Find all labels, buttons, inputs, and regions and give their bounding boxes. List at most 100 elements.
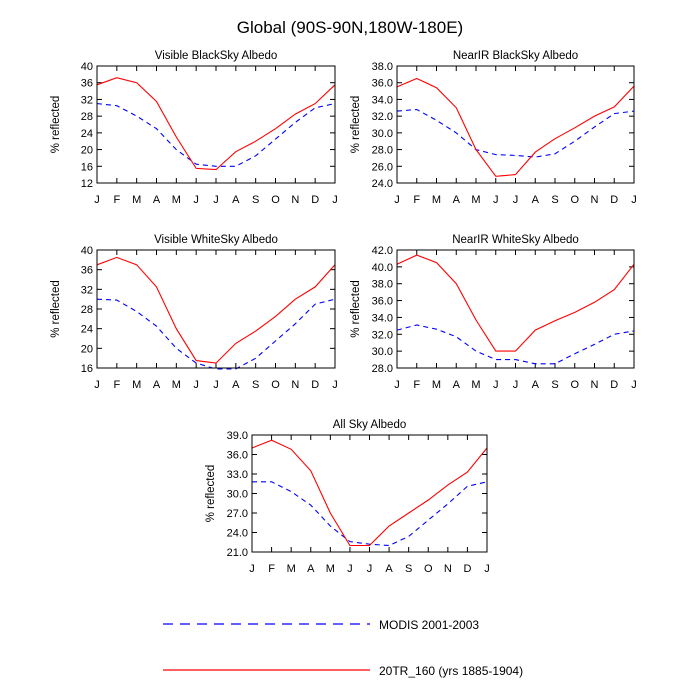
x-tick-label: O: [271, 379, 280, 391]
panel-title: Visible BlackSky Albedo: [155, 50, 278, 62]
x-tick-label: S: [551, 379, 558, 391]
series-line-model: [396, 77, 635, 177]
y-tick-label: 36: [81, 265, 93, 277]
x-tick-label: S: [405, 563, 412, 575]
x-tick-label: J: [94, 379, 100, 391]
series-line-model: [96, 77, 336, 171]
y-tick-label: 36: [81, 78, 93, 90]
x-tick-label: M: [432, 379, 441, 391]
x-tick-label: A: [307, 563, 315, 575]
y-axis-label: % reflected: [350, 96, 362, 154]
y-tick-label: 24: [81, 324, 93, 336]
x-tick-label: M: [326, 563, 335, 575]
x-tick-label: A: [453, 194, 461, 206]
y-tick-label: 36.0: [372, 78, 393, 90]
x-tick-label: A: [153, 379, 161, 391]
panel-visible-blacksky-albedo: Visible BlackSky Albedo 12 16 20 24 28 32 36 40 J…: [50, 50, 338, 206]
y-axis-label: % reflected: [50, 280, 62, 338]
x-tick-label: J: [193, 379, 199, 391]
x-tick-label: J: [347, 563, 353, 575]
x-tick-label: O: [570, 379, 579, 391]
x-tick-label: F: [268, 563, 275, 575]
y-tick-label: 42.0: [372, 245, 393, 257]
x-tick-label: A: [153, 194, 161, 206]
x-tick-label: M: [172, 379, 181, 391]
x-tick-label: O: [424, 563, 433, 575]
y-tick-label: 24: [81, 128, 93, 140]
x-tick-label: J: [394, 379, 400, 391]
y-tick-label: 32: [81, 94, 93, 106]
y-tick-label: 39.0: [227, 430, 248, 442]
y-tick-label: 24.0: [372, 178, 393, 190]
series-line-modis: [396, 324, 635, 365]
x-tick-label: D: [610, 194, 618, 206]
plot-frame: [251, 434, 488, 553]
plot-frame: [396, 249, 635, 369]
figure-title: Global (90S-90N,180W-180E): [237, 18, 463, 37]
series-line-model: [396, 254, 635, 352]
x-tick-label: M: [132, 194, 141, 206]
panel-title: NearIR WhiteSky Albedo: [452, 234, 579, 246]
x-tick-label: S: [551, 194, 558, 206]
y-tick-label: 12: [81, 178, 93, 190]
x-tick-label: M: [287, 563, 296, 575]
y-tick-label: 36.0: [227, 450, 248, 462]
x-tick-label: A: [453, 379, 461, 391]
x-tick-label: N: [291, 194, 299, 206]
series-line-modis: [96, 298, 336, 370]
panel-title: All Sky Albedo: [333, 419, 407, 431]
y-tick-label: 40.0: [372, 262, 393, 274]
y-tick-label: 20: [81, 145, 93, 157]
y-tick-label: 30.0: [227, 489, 248, 501]
y-tick-label: 20: [81, 343, 93, 355]
series-line-modis: [96, 103, 336, 167]
panel-all-sky-albedo: All Sky Albedo 21.0 24.0 27.0 30.0 33.0 36.0 39…: [205, 419, 490, 575]
x-tick-label: F: [113, 194, 120, 206]
plot-frame: [96, 249, 336, 369]
x-tick-label: A: [532, 194, 540, 206]
y-tick-label: 24.0: [227, 528, 248, 540]
plot-frame: [396, 65, 635, 184]
x-tick-label: O: [271, 194, 280, 206]
y-tick-label: 32: [81, 284, 93, 296]
x-tick-label: A: [232, 379, 240, 391]
x-tick-label: N: [291, 379, 299, 391]
series-line-modis: [396, 108, 635, 158]
panel-title: NearIR BlackSky Albedo: [453, 50, 578, 62]
y-tick-label: 28: [81, 111, 93, 123]
y-tick-label: 34.0: [372, 312, 393, 324]
x-tick-label: J: [513, 379, 519, 391]
y-tick-label: 36.0: [372, 296, 393, 308]
y-tick-label: 34.0: [372, 94, 393, 106]
y-tick-label: 38.0: [372, 61, 393, 73]
x-tick-label: J: [367, 563, 373, 575]
x-tick-label: J: [631, 194, 637, 206]
legend-modis-label: MODIS 2001-2003: [379, 618, 479, 632]
x-tick-label: J: [394, 194, 400, 206]
series-line-model: [251, 439, 488, 547]
x-tick-label: A: [532, 379, 540, 391]
x-tick-label: J: [213, 194, 219, 206]
panel-nearir-whitesky-albedo: NearIR WhiteSky Albedo 28.0 30.0 32.0 34.0 36…: [350, 234, 637, 391]
panel-title: Visible WhiteSky Albedo: [154, 234, 278, 246]
x-tick-label: O: [570, 194, 579, 206]
x-tick-label: J: [493, 194, 499, 206]
x-tick-label: A: [232, 194, 240, 206]
x-tick-label: N: [444, 563, 452, 575]
x-tick-label: J: [332, 194, 338, 206]
y-axis-label: % reflected: [205, 465, 217, 523]
x-tick-label: M: [432, 194, 441, 206]
x-tick-label: N: [591, 379, 599, 391]
y-tick-label: 32.0: [372, 111, 393, 123]
x-tick-label: S: [252, 379, 259, 391]
legend-model-label: 20TR_160 (yrs 1885-1904): [379, 664, 523, 678]
legend: MODIS 2001-2003 20TR_160 (yrs 1885-1904): [163, 618, 523, 678]
x-tick-label: D: [463, 563, 471, 575]
y-tick-label: 33.0: [227, 469, 248, 481]
series-line-model: [96, 256, 336, 364]
y-axis-label: % reflected: [50, 96, 62, 154]
x-tick-label: D: [311, 194, 319, 206]
x-tick-label: F: [413, 194, 420, 206]
